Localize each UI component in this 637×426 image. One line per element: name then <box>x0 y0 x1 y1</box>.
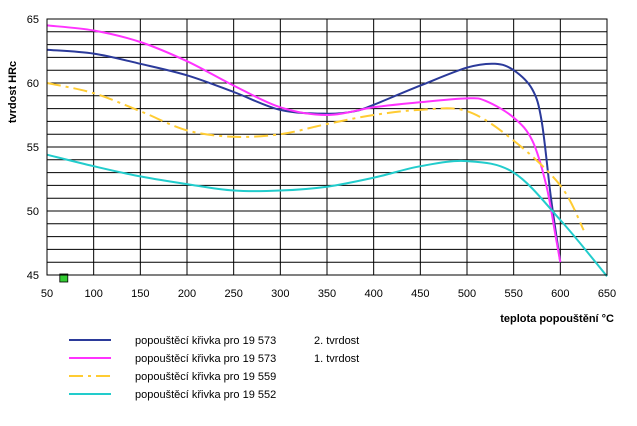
legend-label-4: popouštěcí křivka pro 19 552 <box>135 389 276 401</box>
series-lines <box>46 24 608 283</box>
y-axis-title: tvrdost HRc <box>7 61 19 123</box>
series-line-3 <box>46 82 585 231</box>
x-tick-label: 650 <box>598 288 616 300</box>
legend-label-3: popouštěcí křivka pro 19 559 <box>135 371 276 383</box>
x-tick-label: 100 <box>84 288 102 300</box>
x-tick-label: 500 <box>458 288 476 300</box>
legend: popouštěcí křivka pro 19 573 2. tvrdost po… <box>69 335 359 401</box>
axes: 50 100 150 200 250 300 350 400 450 500 550 600 650 45… <box>27 14 616 300</box>
x-tick-label: 600 <box>551 288 569 300</box>
x-tick-label: 550 <box>504 288 522 300</box>
y-tick-label: 45 <box>27 270 39 282</box>
x-tick-label: 150 <box>131 288 149 300</box>
x-tick-label: 350 <box>318 288 336 300</box>
x-tick-label: 50 <box>41 288 53 300</box>
series-line-1 <box>46 48 562 263</box>
x-tick-label: 250 <box>224 288 242 300</box>
series-line-4 <box>46 153 608 277</box>
x-tick-label: 200 <box>178 288 196 300</box>
legend-suffix-1: 2. tvrdost <box>314 335 359 347</box>
x-axis-title: teplota popouštění °C <box>500 313 614 325</box>
series-line-2 <box>46 24 562 263</box>
plot-frame <box>46 18 608 276</box>
y-tick-label: 60 <box>27 78 39 90</box>
origin-marker <box>59 273 69 283</box>
legend-label-1: popouštěcí křivka pro 19 573 <box>135 335 276 347</box>
x-tick-label: 400 <box>364 288 382 300</box>
legend-suffix-2: 1. tvrdost <box>314 353 359 365</box>
y-tick-label: 50 <box>27 206 39 218</box>
x-tick-label: 300 <box>271 288 289 300</box>
y-tick-label: 65 <box>27 14 39 26</box>
x-tick-label: 450 <box>411 288 429 300</box>
grid <box>47 19 607 275</box>
y-tick-label: 55 <box>27 142 39 154</box>
legend-label-2: popouštěcí křivka pro 19 573 <box>135 353 276 365</box>
